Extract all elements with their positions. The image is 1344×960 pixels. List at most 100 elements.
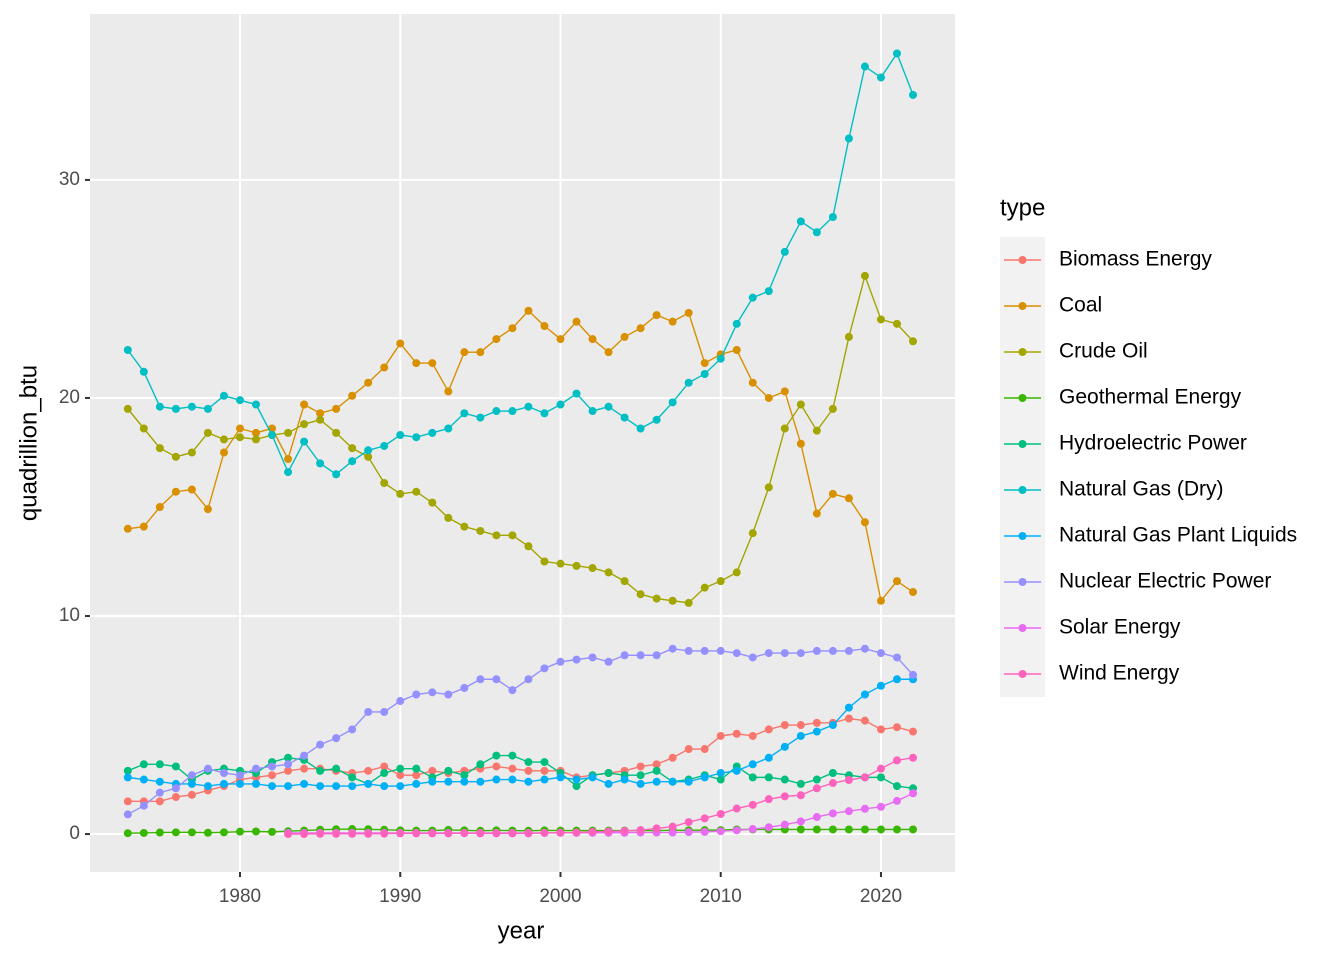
data-point xyxy=(764,753,773,762)
data-point xyxy=(876,773,885,782)
data-point xyxy=(235,396,244,405)
data-point xyxy=(252,435,261,444)
data-point xyxy=(588,407,597,416)
data-point xyxy=(203,828,212,837)
data-point xyxy=(909,825,918,834)
data-point xyxy=(668,822,677,831)
data-point xyxy=(620,332,629,341)
data-point xyxy=(812,813,821,822)
data-point xyxy=(604,657,613,666)
data-point xyxy=(796,779,805,788)
data-point xyxy=(524,675,533,684)
data-point xyxy=(252,779,261,788)
data-point xyxy=(412,764,421,773)
data-point xyxy=(508,407,517,416)
data-point xyxy=(396,771,405,780)
data-point xyxy=(684,745,693,754)
data-point xyxy=(636,762,645,771)
data-point xyxy=(380,707,389,716)
data-point xyxy=(572,389,581,398)
data-point xyxy=(652,824,661,833)
data-point xyxy=(332,470,341,479)
data-point xyxy=(780,775,789,784)
data-point xyxy=(860,518,869,527)
data-point xyxy=(235,779,244,788)
data-point xyxy=(828,779,837,788)
data-point xyxy=(203,404,212,413)
data-point xyxy=(844,703,853,712)
data-point xyxy=(396,489,405,498)
data-point xyxy=(700,646,709,655)
data-point xyxy=(844,646,853,655)
data-point xyxy=(235,827,244,836)
data-point xyxy=(155,402,164,411)
data-point xyxy=(764,725,773,734)
data-point xyxy=(540,409,549,418)
data-point xyxy=(332,782,341,791)
data-point xyxy=(636,590,645,599)
data-point xyxy=(428,777,437,786)
legend-key-point xyxy=(1018,624,1027,632)
data-point xyxy=(139,760,148,769)
data-point xyxy=(764,393,773,402)
data-point xyxy=(460,348,469,357)
data-point xyxy=(219,828,228,837)
y-tick-label: 30 xyxy=(59,169,80,190)
data-point xyxy=(556,828,565,837)
data-point xyxy=(892,577,901,586)
data-point xyxy=(668,398,677,407)
data-point xyxy=(364,779,373,788)
data-point xyxy=(252,764,261,773)
data-point xyxy=(235,433,244,442)
data-point xyxy=(572,782,581,791)
data-point xyxy=(620,577,629,586)
data-point xyxy=(668,828,677,837)
data-point xyxy=(412,433,421,442)
data-point xyxy=(155,760,164,769)
data-point xyxy=(876,596,885,605)
data-point xyxy=(620,651,629,660)
data-point xyxy=(556,400,565,409)
data-point xyxy=(812,426,821,435)
data-point xyxy=(524,306,533,315)
data-point xyxy=(380,782,389,791)
legend-label: Natural Gas Plant Liquids xyxy=(1059,524,1297,547)
data-point xyxy=(412,779,421,788)
data-point xyxy=(219,435,228,444)
data-point xyxy=(540,775,549,784)
legend-label: Geothermal Energy xyxy=(1059,386,1242,409)
data-point xyxy=(396,764,405,773)
data-point xyxy=(476,760,485,769)
data-point xyxy=(876,681,885,690)
data-point xyxy=(139,522,148,531)
legend-title: type xyxy=(1000,194,1045,221)
data-point xyxy=(300,779,309,788)
data-point xyxy=(892,675,901,684)
data-point xyxy=(652,766,661,775)
data-point xyxy=(748,773,757,782)
data-point xyxy=(732,826,741,835)
data-point xyxy=(636,651,645,660)
data-point xyxy=(284,753,293,762)
legend-key-point xyxy=(1018,256,1027,264)
data-point xyxy=(860,804,869,813)
data-point xyxy=(652,760,661,769)
data-point xyxy=(268,782,277,791)
data-point xyxy=(171,762,180,771)
data-point xyxy=(171,452,180,461)
data-point xyxy=(844,807,853,816)
data-point xyxy=(171,404,180,413)
data-point xyxy=(748,293,757,302)
data-point xyxy=(380,363,389,372)
data-point xyxy=(588,564,597,573)
data-point xyxy=(171,792,180,801)
data-point xyxy=(380,479,389,488)
data-point xyxy=(316,409,325,418)
data-point xyxy=(123,346,132,355)
data-point xyxy=(364,378,373,387)
data-point xyxy=(876,825,885,834)
data-point xyxy=(428,428,437,437)
data-point xyxy=(123,404,132,413)
data-point xyxy=(780,247,789,256)
